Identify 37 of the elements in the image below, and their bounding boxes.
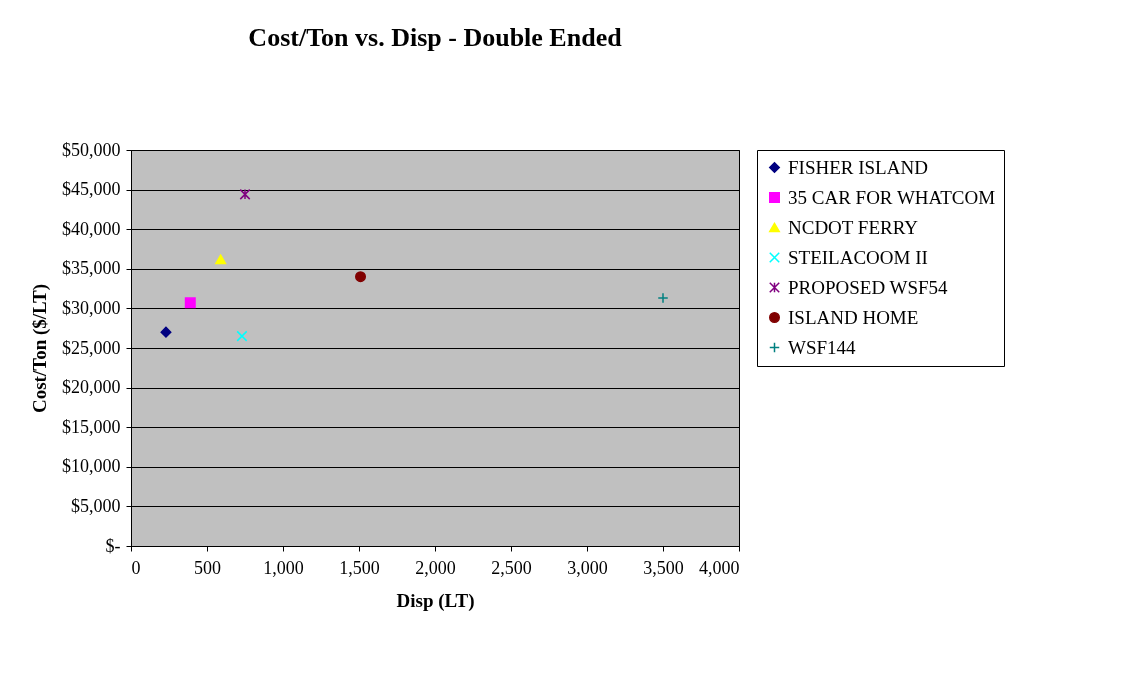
y-axis-title: Cost/Ton ($/LT) (29, 283, 51, 414)
x-tick-label: 1,000 (263, 557, 304, 578)
chart-title: Cost/Ton vs. Disp - Double Ended (248, 23, 623, 52)
point (184, 297, 196, 309)
x-tick-label: 3,500 (643, 557, 684, 578)
point (355, 271, 367, 283)
point (657, 292, 669, 304)
y-tick-label: $10,000 (62, 456, 121, 477)
x-tick-label: 3,000 (567, 557, 608, 578)
legend-label: FISHER ISLAND (788, 156, 928, 178)
y-tick-label: $15,000 (62, 416, 121, 437)
legend-label: ISLAND HOME (788, 306, 919, 328)
x-axis-title: Disp (LT) (396, 589, 475, 612)
point (239, 188, 251, 200)
y-tick-label: $35,000 (62, 258, 121, 279)
x-tick-label: 2,500 (491, 557, 532, 578)
x-tick-label: 1,500 (339, 557, 380, 578)
x-tick-label: 500 (194, 557, 221, 578)
point (215, 254, 227, 265)
y-tick-label: $5,000 (71, 495, 121, 516)
x-tick-label: 4,000 (699, 557, 740, 578)
y-tick-label: $20,000 (62, 377, 121, 398)
y-tick-label: $50,000 (62, 139, 121, 160)
y-tick-label: $25,000 (62, 337, 121, 358)
y-tick-label: $45,000 (62, 179, 121, 200)
legend-label: NCDOT FERRY (788, 216, 919, 238)
legend-label: 35 CAR FOR WHATCOM (788, 186, 996, 208)
y-tick-label: $40,000 (62, 218, 121, 239)
x-tick-label: 0 (131, 557, 141, 578)
point (236, 330, 248, 342)
x-tick-label: 2,000 (415, 557, 456, 578)
y-tick-label: $- (105, 535, 121, 556)
y-tick-label: $30,000 (62, 297, 121, 318)
point (160, 326, 172, 338)
legend-label: WSF144 (788, 336, 857, 358)
legend-label: PROPOSED WSF54 (788, 276, 949, 298)
legend-label: STEILACOOM II (788, 246, 928, 268)
